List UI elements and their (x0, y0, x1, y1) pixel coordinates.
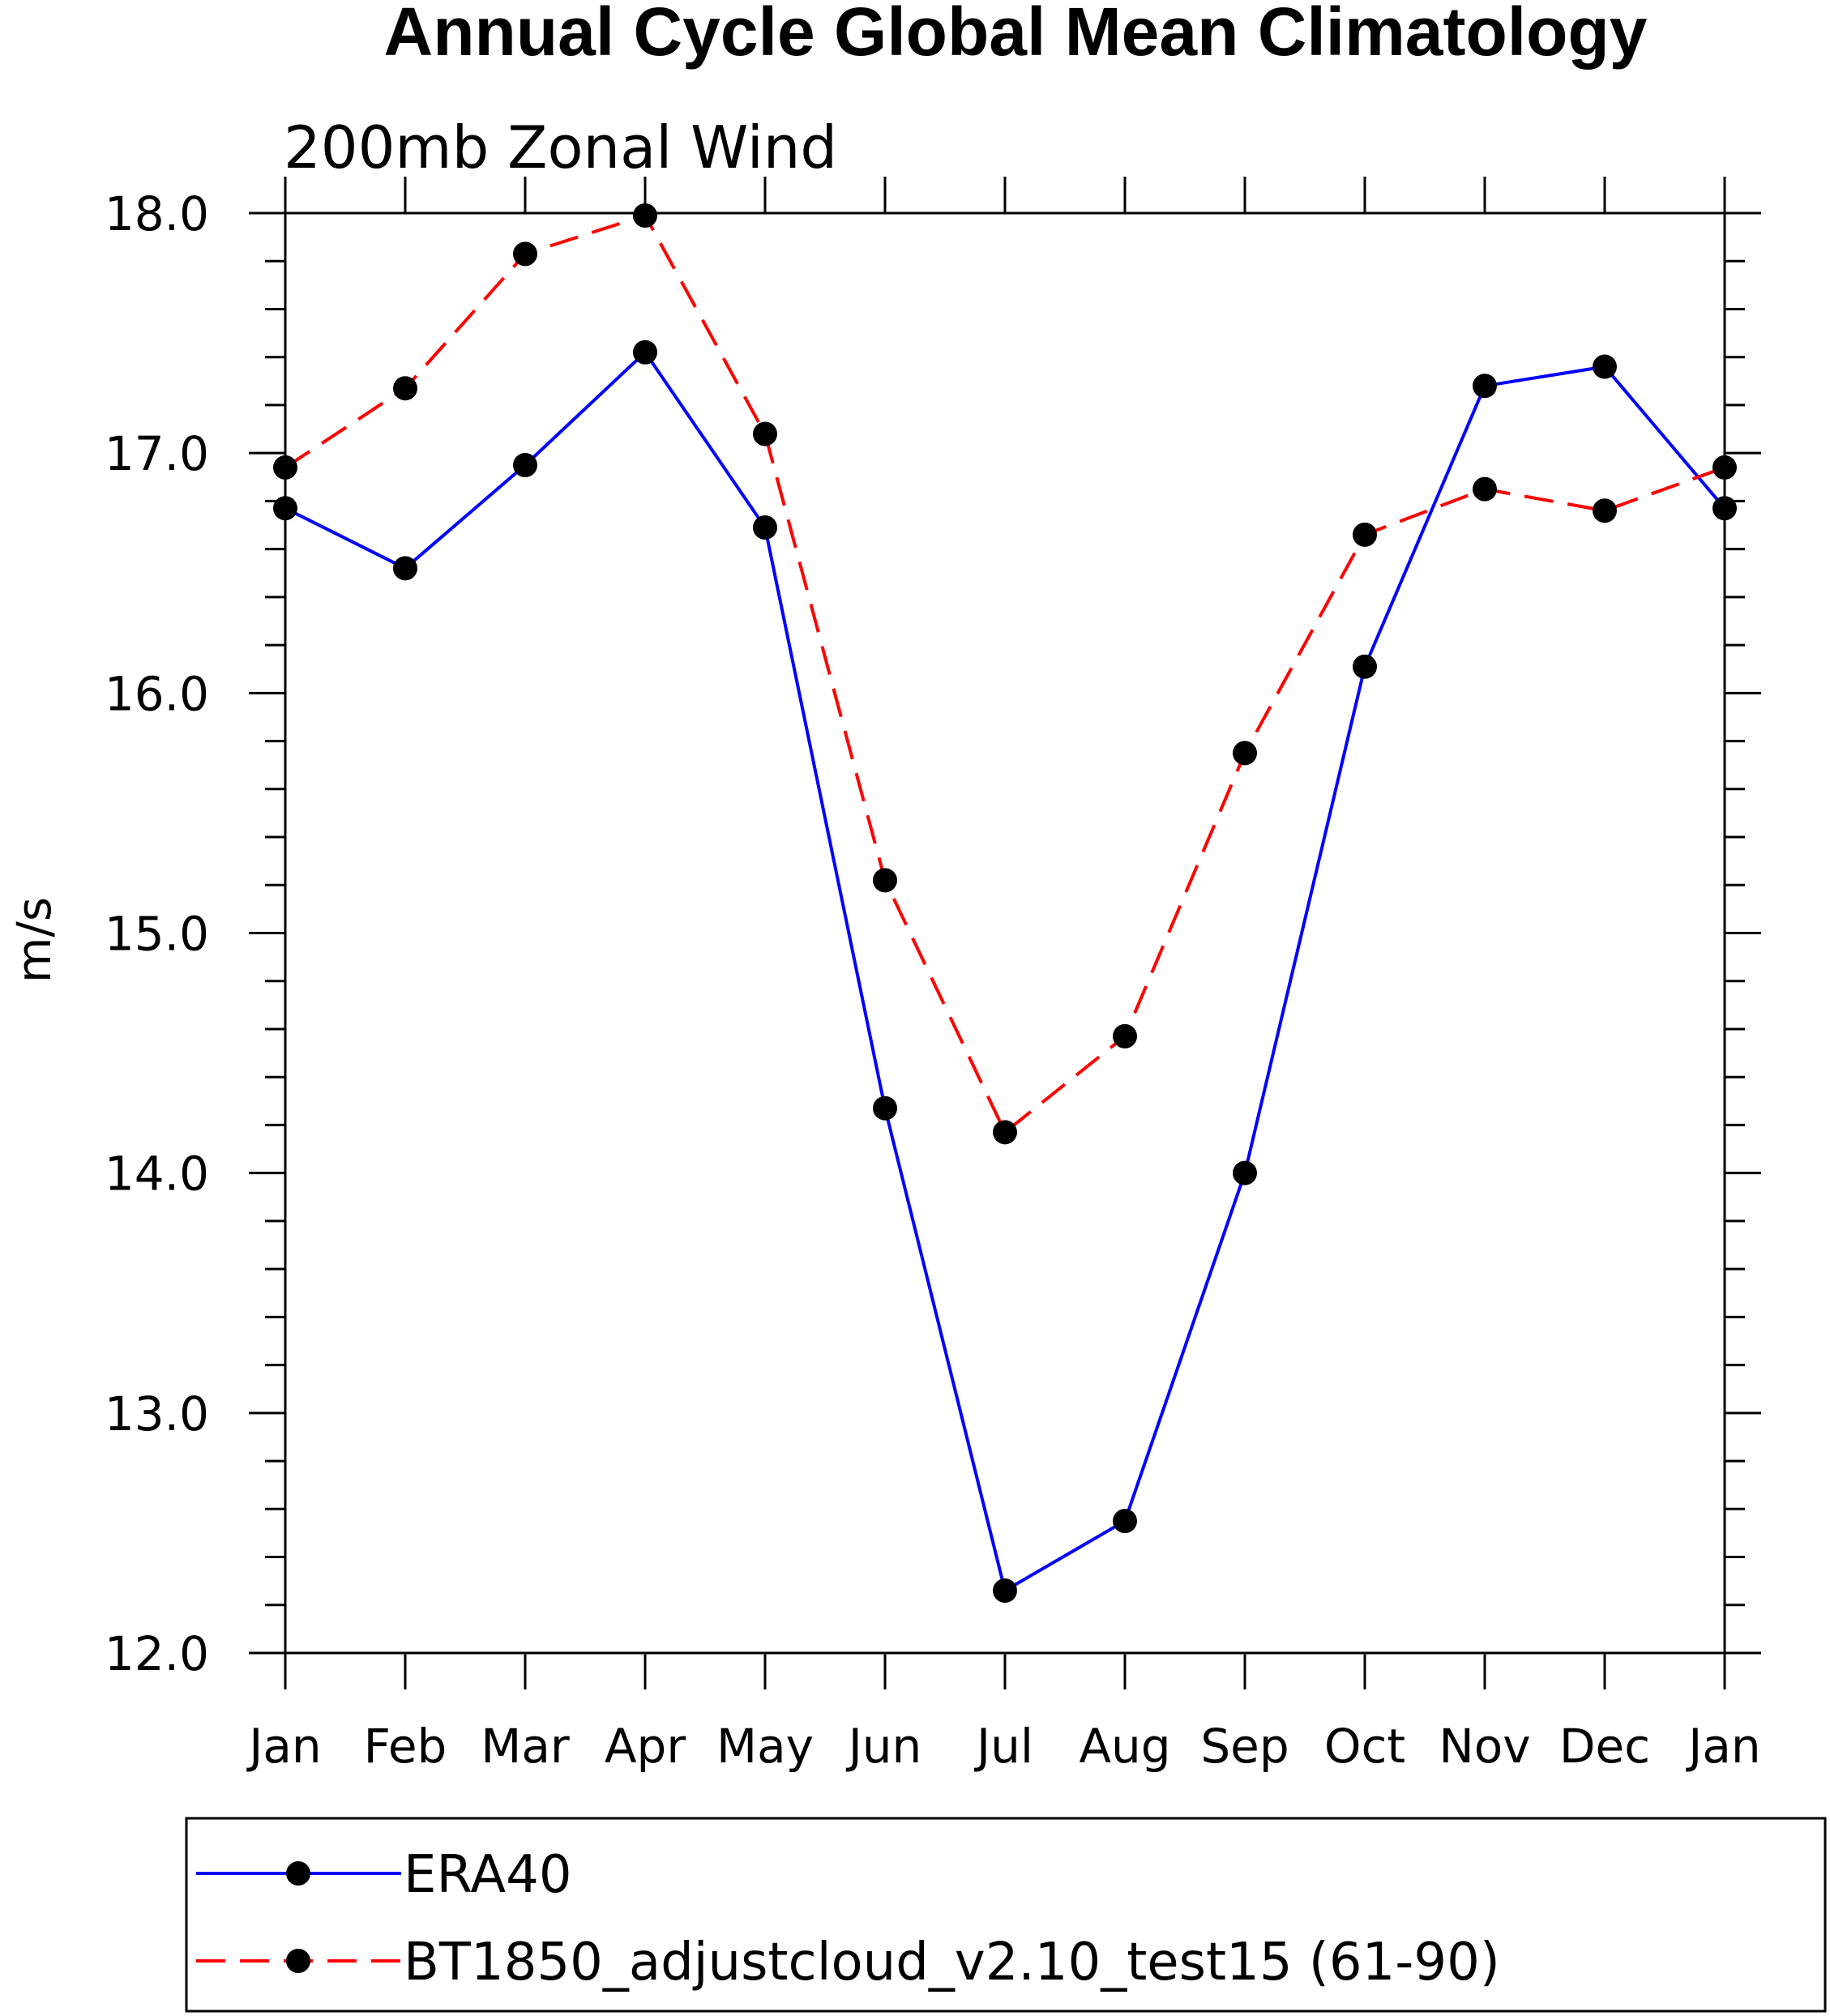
y-tick-label: 13.0 (105, 1386, 209, 1442)
y-tick-label: 17.0 (105, 426, 209, 481)
series-2-point (393, 376, 417, 401)
series-2-point (1473, 476, 1497, 502)
series-1-point (993, 1578, 1017, 1603)
y-axis-label: m/s (6, 897, 62, 983)
series-2-point (273, 455, 297, 480)
series-1-point (753, 515, 777, 540)
legend-box (185, 1817, 1827, 2013)
y-tick-label: 14.0 (105, 1147, 209, 1202)
series-1-point (1233, 1160, 1257, 1185)
series-1-point (1113, 1509, 1137, 1534)
series-2-point (993, 1120, 1017, 1145)
series-2-point (873, 868, 897, 893)
y-tick-label: 18.0 (105, 186, 209, 241)
legend-label-1: ERA40 (404, 1845, 572, 1905)
series-2-point (1113, 1023, 1137, 1049)
series-2-point (1593, 498, 1617, 523)
series-line-1 (284, 349, 1726, 1594)
series-1-point (513, 452, 537, 477)
legend-label-2: BT1850_adjustcloud_v2.10_test15 (61-90) (404, 1933, 1500, 1993)
y-tick-label: 12.0 (105, 1626, 209, 1681)
x-tick-label: Jul (974, 1719, 1033, 1774)
legend-marker-2 (286, 1949, 310, 1973)
plot-frame (284, 211, 1726, 1655)
series-1-point (273, 496, 297, 521)
series-1-point (393, 556, 417, 581)
x-tick-label: Dec (1559, 1719, 1650, 1774)
x-tick-label: Aug (1079, 1719, 1170, 1774)
x-tick-label: Mar (481, 1719, 570, 1774)
x-tick-label: Feb (364, 1719, 447, 1774)
y-tick-label: 15.0 (105, 907, 209, 962)
series-1-point (1712, 496, 1737, 521)
series-1-point (1353, 654, 1377, 679)
series-1-point (873, 1096, 897, 1121)
series-2-point (633, 203, 657, 228)
series-2-point (1233, 741, 1257, 766)
chart-subtitle: 200mb Zonal Wind (284, 113, 837, 182)
plot-area: 12.0 13.0 14.0 15.0 16.0 17.0 18.0 Jan Feb Mar Apr… (105, 177, 1761, 1774)
legend-marker-1 (286, 1861, 310, 1886)
series-1-point (1593, 354, 1617, 379)
x-tick-label: Oct (1324, 1719, 1405, 1774)
series-1-point (1473, 374, 1497, 399)
x-tick-label: Jun (846, 1719, 922, 1774)
series-line-2 (284, 213, 1725, 1135)
series-2-point (513, 241, 537, 267)
x-tick-label: Sep (1200, 1719, 1289, 1774)
y-tick-label: 16.0 (105, 666, 209, 721)
series-2-point (1712, 455, 1737, 480)
legend: ERA40 BT1850_adjustcloud_v2.10_test15 (61… (185, 1817, 1827, 2013)
series-1-point (633, 340, 657, 365)
x-tick-label: Jan (1686, 1719, 1760, 1774)
x-tick-label: Nov (1439, 1719, 1530, 1774)
series-2-point (1353, 522, 1377, 547)
x-tick-label: Jan (246, 1719, 321, 1774)
chart-title: Annual Cycle Global Mean Climatology (384, 0, 1648, 70)
x-tick-label: May (716, 1719, 814, 1774)
series-2-point (753, 421, 777, 446)
x-tick-label: Apr (605, 1719, 686, 1774)
